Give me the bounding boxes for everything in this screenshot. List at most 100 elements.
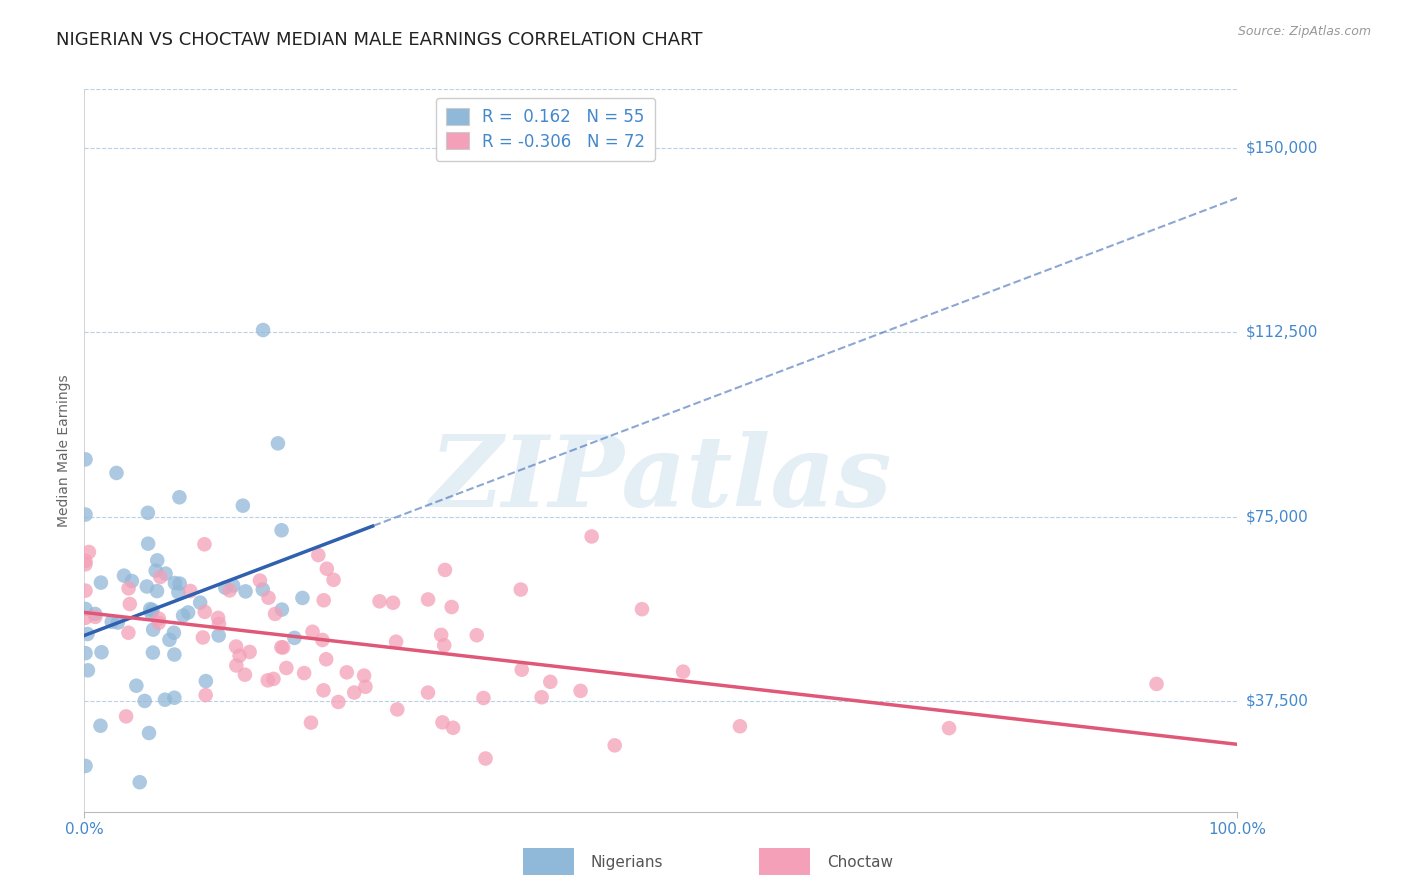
Point: [142, 623, 165, 637]
Point: [75, 583, 97, 598]
Point: [169, 490, 191, 504]
Point: [194, 674, 217, 689]
Text: NIGERIAN VS CHOCTAW MEDIAN MALE EARNINGS CORRELATION CHART: NIGERIAN VS CHOCTAW MEDIAN MALE EARNINGS…: [56, 31, 703, 49]
Point: [75, 452, 97, 467]
Point: [117, 625, 139, 640]
Point: [440, 600, 463, 615]
Y-axis label: Median Male Earnings: Median Male Earnings: [58, 374, 72, 527]
Point: [90, 645, 112, 659]
Text: $75,000: $75,000: [1246, 509, 1309, 524]
Point: [312, 593, 335, 607]
Point: [141, 603, 163, 617]
Point: [235, 584, 257, 599]
Point: [465, 628, 488, 642]
Point: [117, 582, 139, 596]
Point: [141, 606, 163, 620]
Point: [194, 605, 217, 619]
Point: [179, 584, 201, 599]
Point: [107, 615, 129, 630]
Point: [75, 759, 97, 773]
Legend: R =  0.162   N = 55, R = -0.306   N = 72: R = 0.162 N = 55, R = -0.306 N = 72: [436, 97, 655, 161]
Point: [208, 617, 231, 632]
Point: [136, 506, 159, 520]
Point: [416, 592, 439, 607]
Point: [271, 640, 294, 655]
Point: [128, 775, 150, 789]
Point: [194, 688, 217, 702]
Point: [472, 691, 495, 706]
Point: [283, 631, 305, 645]
Point: [631, 602, 654, 616]
Point: [256, 673, 278, 688]
Point: [75, 602, 97, 616]
Point: [207, 611, 229, 625]
Point: [1146, 677, 1168, 691]
Point: [225, 640, 247, 654]
Point: [581, 529, 603, 543]
Point: [163, 648, 186, 662]
Point: [191, 631, 214, 645]
Point: [315, 562, 337, 576]
Point: [214, 581, 236, 595]
Point: [441, 721, 464, 735]
Point: [208, 628, 231, 642]
Point: [276, 661, 298, 675]
Point: [135, 579, 157, 593]
Point: [118, 597, 141, 611]
Point: [139, 602, 162, 616]
Point: [569, 684, 592, 698]
Point: [368, 594, 391, 608]
Point: [148, 615, 170, 630]
Point: [530, 690, 553, 705]
Point: [433, 638, 456, 652]
Point: [75, 558, 97, 572]
Point: [155, 566, 177, 581]
Point: [146, 553, 169, 567]
Point: [75, 508, 97, 522]
Text: $150,000: $150,000: [1246, 141, 1317, 156]
Point: [387, 702, 409, 716]
Point: [307, 548, 329, 562]
Point: [510, 663, 533, 677]
Point: [100, 615, 122, 629]
Point: [474, 751, 496, 765]
Text: Source: ZipAtlas.com: Source: ZipAtlas.com: [1237, 25, 1371, 38]
Point: [90, 575, 112, 590]
Text: Nigerians: Nigerians: [591, 855, 664, 870]
Point: [728, 719, 751, 733]
Text: ZIPatlas: ZIPatlas: [430, 431, 891, 527]
Point: [163, 625, 186, 640]
Point: [145, 564, 167, 578]
Point: [75, 646, 97, 660]
Point: [115, 709, 138, 723]
Point: [112, 568, 135, 582]
Point: [138, 726, 160, 740]
Point: [353, 668, 375, 682]
Point: [315, 652, 337, 666]
Point: [193, 537, 215, 551]
Point: [121, 574, 143, 588]
Point: [270, 523, 292, 537]
Point: [77, 545, 100, 559]
Point: [77, 663, 100, 677]
Point: [343, 685, 366, 699]
Point: [322, 573, 344, 587]
Point: [76, 627, 98, 641]
Point: [291, 591, 314, 605]
Point: [301, 624, 323, 639]
Point: [292, 666, 315, 681]
Point: [433, 563, 456, 577]
Point: [938, 721, 960, 735]
Point: [264, 607, 287, 621]
Point: [148, 612, 170, 626]
Point: [270, 602, 292, 616]
Point: [167, 585, 190, 599]
Point: [252, 323, 274, 337]
Point: [134, 694, 156, 708]
Point: [125, 679, 148, 693]
Point: [538, 674, 561, 689]
Point: [177, 606, 200, 620]
Point: [430, 628, 453, 642]
Point: [257, 591, 280, 605]
Point: [312, 683, 335, 698]
